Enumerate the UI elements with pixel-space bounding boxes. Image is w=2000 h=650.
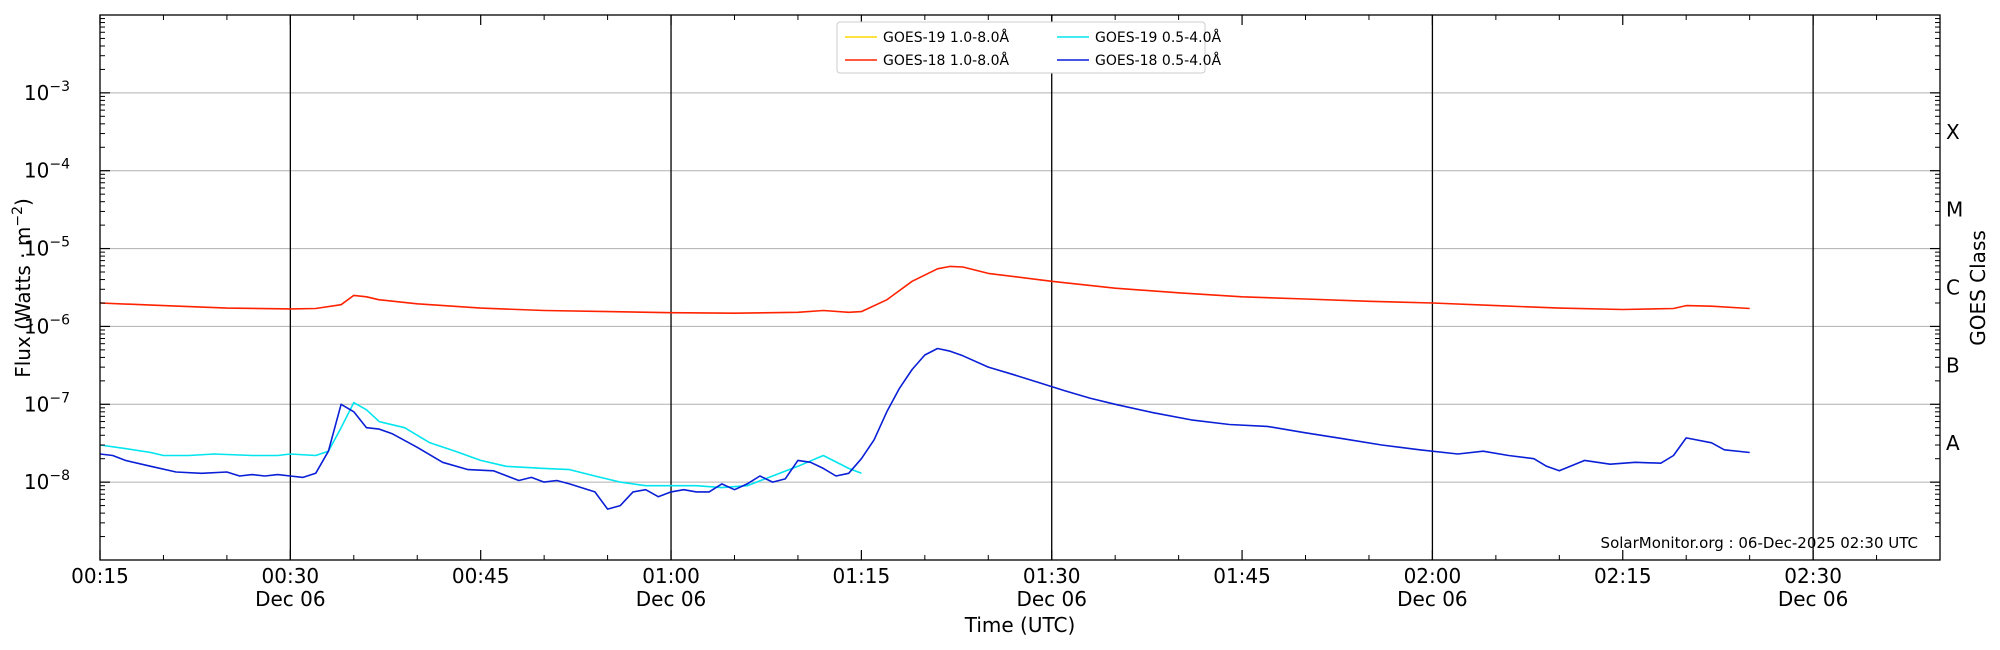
y-tick-base: 10 [24,237,49,261]
y-tick-label: 10−6 [24,312,70,338]
x-tick-label-date: Dec 06 [255,587,326,611]
y-tick-exponent: −4 [49,157,70,173]
x-tick-label-time: 01:15 [833,564,891,588]
goes-class-label: A [1946,431,1960,455]
goes-class-label: M [1946,198,1963,222]
vertical-time-lines [289,15,1814,560]
goes-class-labels: X M C B A [1946,120,1963,455]
x-tick-label-date: Dec 06 [1778,587,1849,611]
x-tick-label-date: Dec 06 [636,587,707,611]
y-tick-base: 10 [24,81,49,105]
goes-class-label: B [1946,353,1960,377]
series-line [99,401,862,489]
x-tick-label-date: Dec 06 [1016,587,1087,611]
series-layer [99,265,1750,510]
series-line [99,347,1750,510]
plot-area [100,15,1940,560]
y-tick-label: 10−4 [24,157,70,183]
x-tick-label-time: 02:30 [1784,564,1842,588]
y-tick-exponent: −5 [49,235,70,251]
goes-class-label: C [1946,276,1960,300]
right-axis-title: GOES Class [1966,230,1990,346]
y-tick-labels: 10−310−410−510−610−710−8 [24,79,70,494]
y-tick-exponent: −8 [49,468,70,484]
x-tick-label-time: 01:45 [1213,564,1271,588]
x-axis-title: Time (UTC) [964,613,1076,637]
y-tick-label: 10−3 [24,79,70,105]
goes-class-label: X [1946,120,1960,144]
legend-label: GOES-18 1.0-8.0Å [883,52,1009,69]
x-tick-label-time: 01:30 [1023,564,1081,588]
legend: GOES-19 1.0-8.0Å GOES-19 0.5-4.0Å GOES-18 … [836,21,1221,74]
y-tick-exponent: −3 [49,79,70,95]
y-tick-base: 10 [24,314,49,338]
y-axis-title-main: Flux (Watts · m [11,227,35,378]
series-line [99,265,1750,315]
y-tick-base: 10 [24,392,49,416]
y-tick-exponent: −7 [49,390,70,406]
x-tick-label-time: 00:15 [71,564,129,588]
y-axis-title-exponent: −2 [10,206,26,227]
grid-layer [100,92,1940,483]
y-tick-label: 10−8 [24,468,70,494]
y-tick-base: 10 [24,470,49,494]
y-tick-label: 10−5 [24,235,70,261]
x-tick-label-time: 02:00 [1404,564,1462,588]
y-tick-exponent: −6 [49,312,70,328]
x-tick-label-time: 00:45 [452,564,510,588]
x-tick-label-date: Dec 06 [1397,587,1468,611]
legend-label: GOES-18 0.5-4.0Å [1095,52,1221,69]
plot-frame [99,14,1941,561]
x-tick-label-time: 02:15 [1594,564,1652,588]
y-axis-title: Flux (Watts · m−2) [10,198,35,378]
tick-layer [99,15,1941,560]
legend-box [836,21,1206,74]
x-tick-label-time: 01:00 [642,564,700,588]
credit-text: SolarMonitor.org : 06-Dec-2025 02:30 UTC [1601,534,1918,552]
x-tick-label-time: 00:30 [262,564,320,588]
y-tick-base: 10 [24,159,49,183]
legend-label: GOES-19 0.5-4.0Å [1095,29,1221,46]
legend-label: GOES-19 1.0-8.0Å [883,29,1009,46]
y-axis-title-close: ) [11,198,35,206]
y-tick-label: 10−7 [24,390,70,416]
